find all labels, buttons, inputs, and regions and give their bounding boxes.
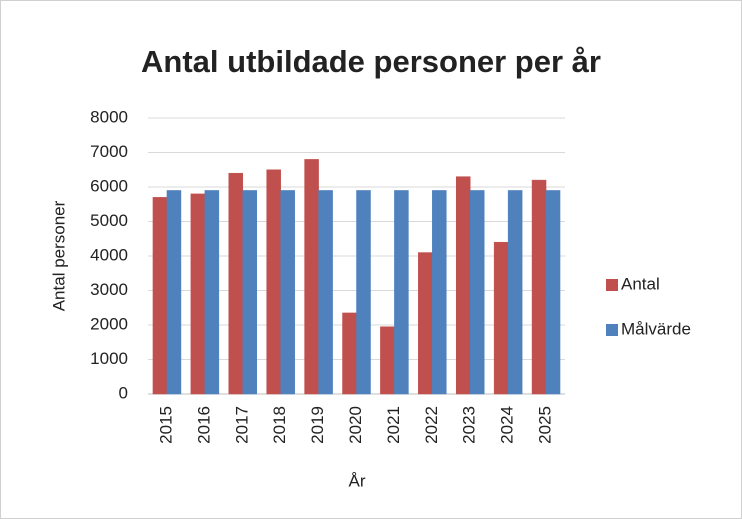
x-tick-label: 2019 [308, 406, 327, 444]
bar [356, 190, 371, 395]
y-tick-label: 1000 [90, 349, 128, 368]
y-tick-label: 8000 [90, 107, 128, 126]
y-tick-label: 6000 [90, 176, 128, 195]
bar [545, 190, 561, 395]
bar [166, 190, 182, 395]
bar [304, 159, 319, 395]
y-tick-label: 5000 [90, 211, 128, 230]
legend-swatch [606, 324, 618, 336]
y-tick-label: 7000 [90, 142, 128, 161]
legend-swatch [606, 279, 618, 291]
y-axis-label: Antal personer [49, 200, 68, 311]
chart-title: Antal utbildade personer per år [141, 44, 601, 79]
bar [342, 312, 357, 395]
bar [394, 190, 409, 395]
bar [380, 326, 395, 395]
bar [318, 190, 333, 395]
bar [418, 252, 433, 395]
bar [432, 190, 447, 395]
bar [493, 241, 509, 395]
x-tick-label: 2018 [270, 406, 289, 444]
x-tick-label: 2023 [460, 406, 479, 444]
bar [152, 197, 168, 395]
x-axis-label: År [349, 471, 366, 490]
bar [455, 176, 471, 395]
bar [469, 190, 485, 395]
legend-label: Målvärde [621, 319, 691, 338]
x-tick-label: 2021 [384, 406, 403, 444]
x-tick-label: 2020 [346, 406, 365, 444]
x-tick-label: 2015 [156, 406, 175, 444]
bar [531, 179, 547, 395]
bar [507, 190, 523, 395]
bar [190, 193, 206, 395]
x-tick-label: 2025 [536, 406, 555, 444]
x-tick-label: 2017 [232, 406, 251, 444]
x-tick-label: 2016 [194, 406, 213, 444]
bar [242, 190, 258, 395]
x-tick-label: 2022 [422, 406, 441, 444]
bar [204, 190, 220, 395]
bar [266, 169, 281, 395]
bar [280, 190, 295, 395]
bar [228, 172, 244, 395]
y-tick-label: 2000 [90, 314, 128, 333]
y-tick-label: 4000 [90, 245, 128, 264]
legend-label: Antal [621, 274, 660, 293]
y-tick-label: 0 [119, 383, 128, 402]
y-tick-label: 3000 [90, 280, 128, 299]
x-tick-label: 2024 [498, 406, 517, 444]
